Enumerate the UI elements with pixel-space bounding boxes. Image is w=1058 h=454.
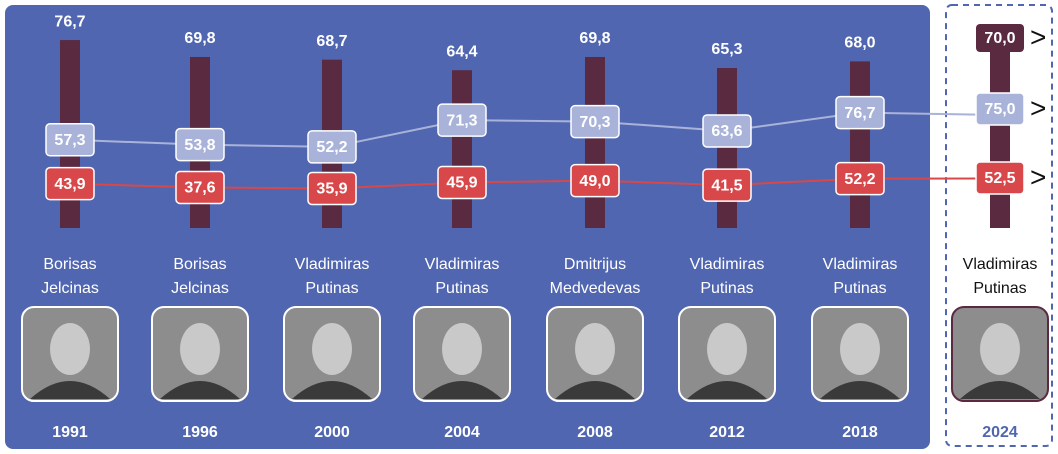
value-label: 45,9 — [446, 175, 477, 192]
value-label: 75,0 — [984, 101, 1015, 118]
value-label: 70,3 — [579, 114, 610, 131]
photo-face — [980, 323, 1020, 375]
photo-face — [50, 323, 90, 375]
value-label: 71,3 — [446, 112, 477, 129]
value-label: 68,7 — [316, 33, 347, 50]
value-label: 57,3 — [54, 132, 85, 149]
bar — [850, 61, 870, 228]
year-label: 2018 — [842, 424, 878, 441]
photo-face — [312, 323, 352, 375]
value-label: 35,9 — [316, 181, 347, 198]
value-label: 41,5 — [711, 177, 742, 194]
value-label: 65,3 — [711, 41, 742, 58]
photo-face — [575, 323, 615, 375]
value-label: 49,0 — [579, 173, 610, 190]
value-label: 68,0 — [844, 35, 875, 52]
forecast-marker: > — [1030, 92, 1046, 123]
value-label: 70,0 — [984, 30, 1015, 47]
bar — [990, 50, 1010, 228]
year-label: 2008 — [577, 424, 613, 441]
value-label: 76,7 — [54, 13, 85, 30]
value-label: 69,8 — [579, 30, 610, 47]
bar — [585, 57, 605, 228]
year-label: 2004 — [444, 424, 480, 441]
year-label: 1996 — [182, 424, 218, 441]
year-label: 2024 — [982, 424, 1018, 441]
bar — [452, 70, 472, 228]
value-label: 53,8 — [184, 137, 215, 154]
chart: 76,7 69,8 68,7 64,4 69,8 65,3 68,0 70,0 57,3 53,8… — [0, 0, 1058, 449]
value-label: 76,7 — [844, 105, 875, 122]
photo-face — [442, 323, 482, 375]
year-label: 2000 — [314, 424, 350, 441]
photo-face — [180, 323, 220, 375]
forecast-marker: > — [1030, 161, 1046, 192]
photo-face — [707, 323, 747, 375]
photo-face — [840, 323, 880, 375]
value-label: 43,9 — [54, 176, 85, 193]
year-label: 1991 — [52, 424, 88, 441]
value-label: 69,8 — [184, 30, 215, 47]
forecast-marker: > — [1030, 21, 1046, 52]
bar — [717, 68, 737, 228]
value-label: 37,6 — [184, 180, 215, 197]
value-label: 52,5 — [984, 170, 1015, 187]
value-label: 52,2 — [316, 139, 347, 156]
year-label: 2012 — [709, 424, 745, 441]
value-label: 63,6 — [711, 123, 742, 140]
value-label: 64,4 — [446, 43, 477, 60]
value-label: 52,2 — [844, 171, 875, 188]
